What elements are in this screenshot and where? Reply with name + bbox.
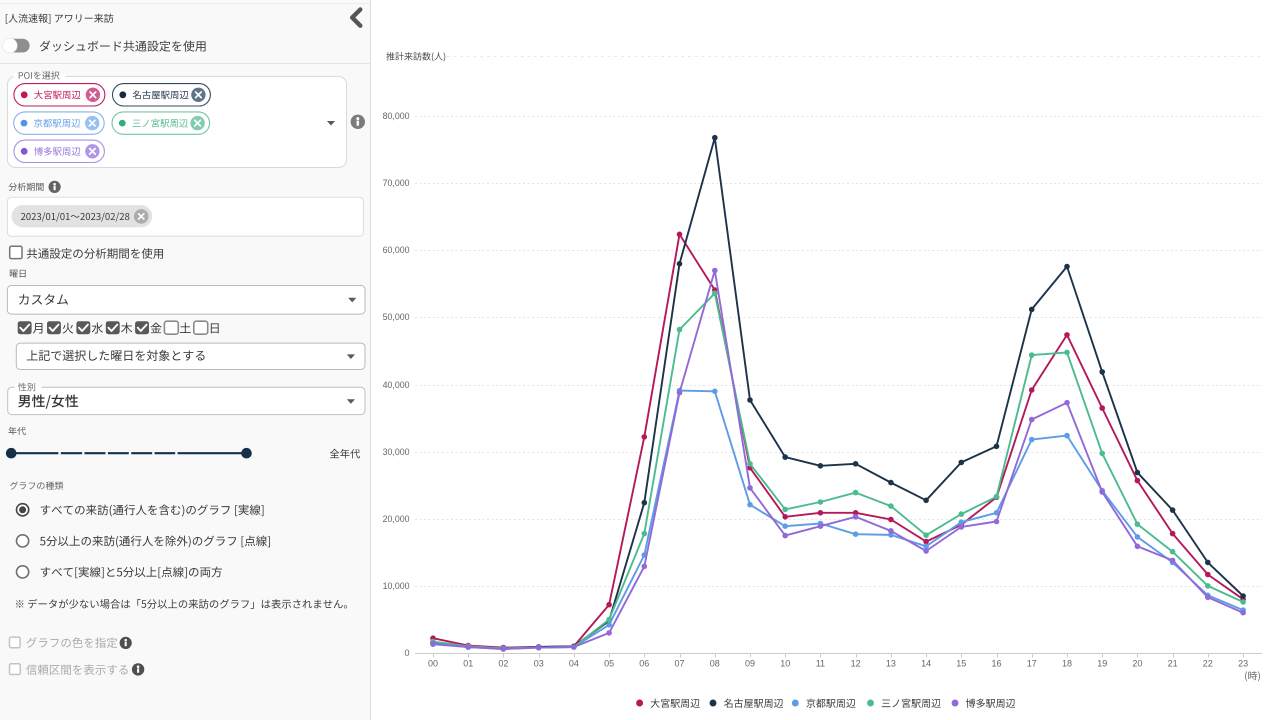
svg-text:00: 00 bbox=[428, 659, 438, 669]
svg-text:08: 08 bbox=[710, 659, 720, 669]
svg-text:01: 01 bbox=[463, 659, 473, 669]
svg-text:09: 09 bbox=[745, 659, 755, 669]
svg-text:10,000: 10,000 bbox=[383, 581, 410, 591]
svg-text:17: 17 bbox=[1027, 659, 1037, 669]
svg-text:16: 16 bbox=[991, 659, 1001, 669]
svg-text:20: 20 bbox=[1132, 659, 1142, 669]
svg-text:70,000: 70,000 bbox=[383, 178, 410, 188]
svg-text:23: 23 bbox=[1238, 659, 1248, 669]
svg-text:30,000: 30,000 bbox=[383, 447, 410, 457]
svg-text:05: 05 bbox=[604, 659, 614, 669]
svg-text:04: 04 bbox=[569, 659, 579, 669]
svg-text:80,000: 80,000 bbox=[383, 111, 410, 121]
svg-text:03: 03 bbox=[534, 659, 544, 669]
svg-text:10: 10 bbox=[780, 659, 790, 669]
svg-text:0: 0 bbox=[404, 648, 409, 658]
svg-text:14: 14 bbox=[921, 659, 931, 669]
svg-text:06: 06 bbox=[639, 659, 649, 669]
svg-text:12: 12 bbox=[851, 659, 861, 669]
svg-text:22: 22 bbox=[1203, 659, 1213, 669]
svg-text:20,000: 20,000 bbox=[383, 514, 410, 524]
svg-text:13: 13 bbox=[886, 659, 896, 669]
svg-text:15: 15 bbox=[956, 659, 966, 669]
svg-text:18: 18 bbox=[1062, 659, 1072, 669]
svg-text:60,000: 60,000 bbox=[383, 245, 410, 255]
svg-text:21: 21 bbox=[1168, 659, 1178, 669]
svg-text:19: 19 bbox=[1097, 659, 1107, 669]
svg-text:50,000: 50,000 bbox=[383, 312, 410, 322]
svg-text:02: 02 bbox=[498, 659, 508, 669]
svg-text:07: 07 bbox=[674, 659, 684, 669]
svg-text:11: 11 bbox=[816, 659, 825, 669]
svg-text:40,000: 40,000 bbox=[383, 380, 410, 390]
